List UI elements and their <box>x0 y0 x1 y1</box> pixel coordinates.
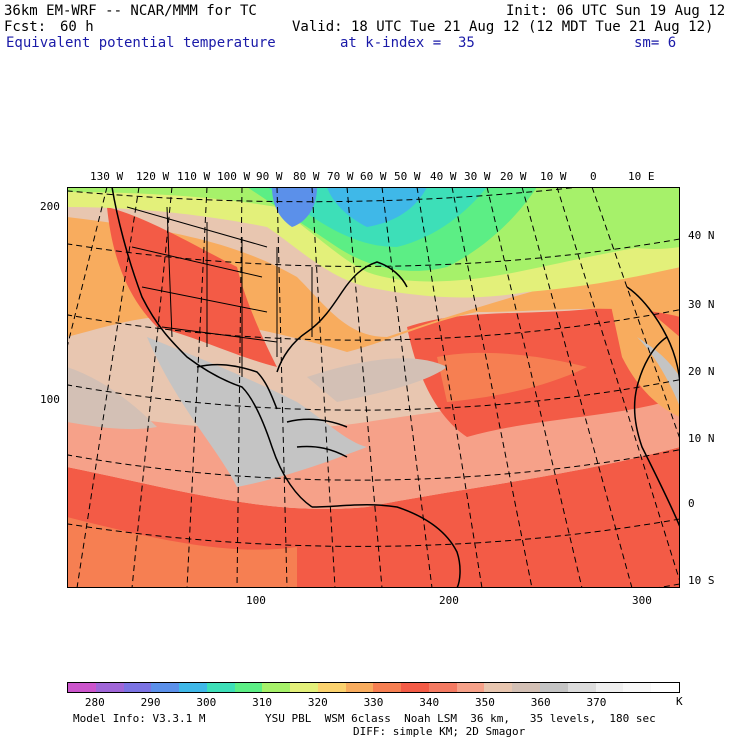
grid-y-label: 100 <box>40 393 60 406</box>
longitude-label: 100 W <box>217 170 251 183</box>
latitude-label: 10 N <box>688 432 715 445</box>
colorbar-swatch <box>290 683 318 692</box>
latitude-label: 0 <box>688 497 695 510</box>
theta-e-map <box>67 187 680 588</box>
colorbar-swatch <box>317 683 346 692</box>
colorbar-swatch <box>206 683 235 692</box>
latitude-label: 40 N <box>688 229 715 242</box>
latitude-label: 10 S <box>688 574 715 587</box>
colorbar-swatch <box>401 683 429 692</box>
colorbar-swatch <box>484 683 513 692</box>
colorbar-swatch <box>456 683 485 692</box>
grid-y-label: 200 <box>40 200 60 213</box>
colorbar-swatch <box>512 683 541 692</box>
longitude-label: 60 W <box>360 170 387 183</box>
colorbar-tick-label: 340 <box>419 696 440 709</box>
colorbar-tick-label: 310 <box>252 696 272 709</box>
field-name: Equivalent potential temperature <box>6 35 276 51</box>
colorbar-swatch <box>623 683 652 692</box>
colorbar <box>67 682 680 693</box>
longitude-label: 10 E <box>628 170 655 183</box>
forecast-hours: 60 h <box>60 19 94 35</box>
level-index: at k-index = 35 <box>340 35 475 51</box>
colorbar-swatch <box>234 683 263 692</box>
longitude-label: 70 W <box>327 170 354 183</box>
forecast-label: Fcst: <box>4 19 47 35</box>
colorbar-swatch <box>651 683 679 692</box>
longitude-label: 20 W <box>500 170 527 183</box>
colorbar-swatch <box>179 683 207 692</box>
longitude-label: 50 W <box>394 170 421 183</box>
colorbar-tick-label: 330 <box>363 696 384 709</box>
longitude-label: 30 W <box>464 170 491 183</box>
colorbar-swatch <box>345 683 374 692</box>
longitude-label: 130 W <box>90 170 124 183</box>
longitude-label: 110 W <box>177 170 211 183</box>
colorbar-swatch <box>95 683 124 692</box>
colorbar-tick-label: 300 <box>196 696 217 709</box>
coastlines <box>111 187 680 588</box>
colorbar-tick-label: 280 <box>84 696 105 709</box>
smoothing-value: sm= 6 <box>634 35 677 51</box>
valid-time: Valid: 18 UTC Tue 21 Aug 12 (12 MDT Tue … <box>292 19 714 35</box>
colorbar-swatch <box>151 683 180 692</box>
longitude-label: 40 W <box>430 170 457 183</box>
physics-info: YSU PBL WSM 6class Noah LSM 36 km, 35 le… <box>265 712 656 725</box>
colorbar-swatch <box>262 683 291 692</box>
diffusion-info: DIFF: simple KM; 2D Smagor <box>353 725 526 738</box>
caribbean-cool-region <box>147 337 367 487</box>
longitude-label: 80 W <box>293 170 320 183</box>
grid-x-label: 100 <box>246 594 266 607</box>
colorbar-swatch <box>540 683 568 692</box>
map-frame <box>67 187 680 588</box>
latitude-gridlines <box>67 187 680 588</box>
state-borders <box>126 206 313 377</box>
latitude-label: 30 N <box>688 298 715 311</box>
colorbar-swatch <box>123 683 152 692</box>
latitude-label: 20 N <box>688 365 715 378</box>
longitude-label: 90 W <box>256 170 283 183</box>
model-info: Model Info: V3.3.1 M <box>73 712 206 725</box>
grid-x-label: 200 <box>439 594 459 607</box>
longitude-label: 10 W <box>540 170 567 183</box>
colorbar-swatch <box>373 683 402 692</box>
map-canvas <box>67 187 680 588</box>
colorbar-tick-label: 370 <box>586 696 607 709</box>
grid-x-label: 300 <box>632 594 652 607</box>
colorbar-tick-label: 290 <box>140 696 161 709</box>
colorbar-swatch <box>68 683 96 692</box>
colorbar-tick-label: 360 <box>530 696 551 709</box>
colorbar-tick-label: 320 <box>307 696 328 709</box>
colorbar-swatch <box>595 683 624 692</box>
us-warm-region <box>107 207 277 367</box>
colorbar-swatch <box>567 683 596 692</box>
model-title: 36km EM-WRF -- NCAR/MMM for TC <box>4 3 257 19</box>
longitude-gridlines <box>67 187 680 588</box>
init-time: Init: 06 UTC Sun 19 Aug 12 <box>506 3 726 19</box>
colorbar-swatch <box>428 683 457 692</box>
colorbar-unit: K <box>676 695 683 708</box>
longitude-label: 0 <box>590 170 597 183</box>
longitude-label: 120 W <box>136 170 170 183</box>
colorbar-tick-label: 350 <box>475 696 495 709</box>
